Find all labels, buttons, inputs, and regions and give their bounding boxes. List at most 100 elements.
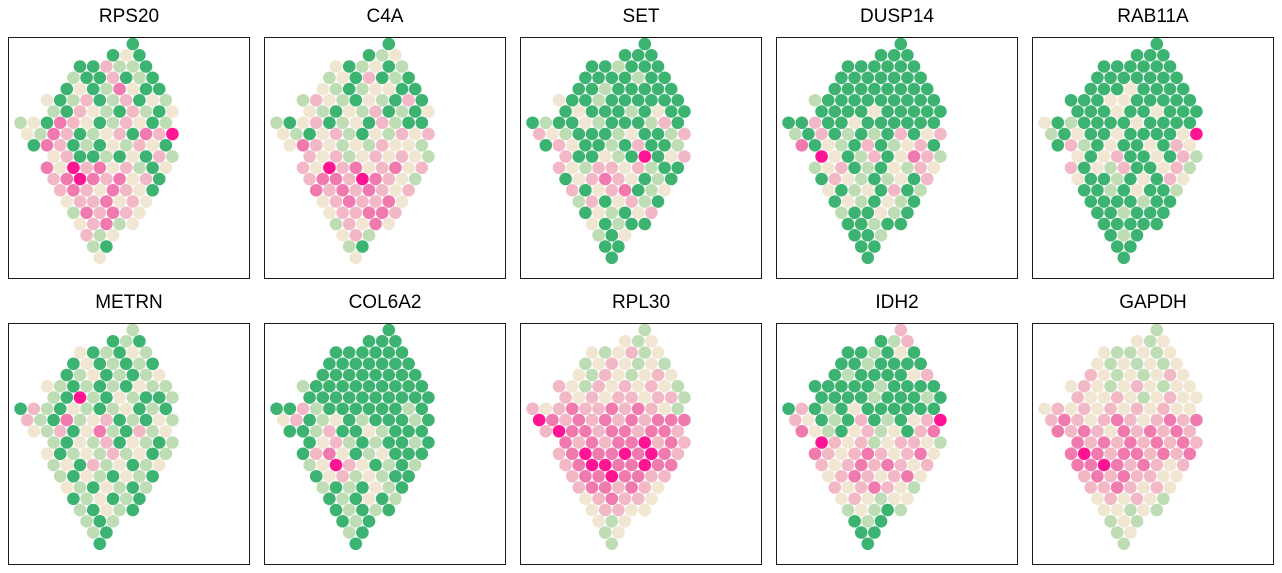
spot [1124,346,1137,359]
spot [1077,93,1091,107]
spot [329,217,343,231]
spot [362,93,376,107]
spot [887,161,901,175]
spot [139,195,153,208]
spot [106,116,120,130]
spot [618,48,632,62]
spot [1104,402,1117,416]
spot [1110,105,1124,118]
spot [854,60,868,73]
spot [146,161,159,175]
spot [1176,436,1190,449]
spot [605,357,619,371]
spot [631,379,645,393]
spot [651,391,665,404]
spot [1170,379,1183,393]
spot [133,183,146,197]
spot [1058,127,1071,141]
spot [1163,172,1177,186]
spot [86,150,100,163]
spot [861,228,875,242]
spot [881,217,894,231]
spot [612,391,625,404]
spot [645,138,658,152]
spot [1071,150,1084,163]
spot [329,105,343,118]
spot [631,334,645,348]
spot [618,424,632,438]
spot [658,183,671,197]
spot [1143,71,1157,85]
spot [86,105,100,118]
spot [579,116,592,130]
spot [1097,217,1111,231]
spot [1163,391,1177,404]
spot [901,357,914,371]
spot [1091,492,1104,506]
spot [166,127,179,141]
spot [80,357,93,371]
spot [848,183,861,197]
spot [369,127,382,141]
spot [329,60,343,73]
spot [139,413,153,427]
spot [579,447,592,461]
spot [1117,469,1131,483]
spot [625,413,638,427]
spot [342,346,356,359]
spot [309,93,323,107]
spot [868,150,881,163]
spot [47,105,60,118]
spot [678,413,691,427]
spot [316,391,330,404]
spot [861,469,875,483]
spot [808,402,822,416]
spot [887,206,901,220]
spot [598,368,612,382]
spot [868,346,881,359]
spot [80,492,93,506]
spot [579,492,592,506]
spot [349,93,363,107]
spot [868,481,881,494]
spot [93,537,107,551]
panel-rps20: RPS20 [8,0,250,286]
spot [920,368,934,382]
spot [100,150,113,163]
spot [323,379,336,393]
spot [422,413,435,427]
spot [139,150,153,163]
spot [828,436,842,449]
spot [1077,447,1091,461]
spot [618,514,632,528]
spot [329,195,343,208]
spot [126,217,140,231]
spot [86,458,100,472]
spot [146,183,159,197]
spot [1176,413,1190,427]
spot [1157,379,1170,393]
spot [415,402,429,416]
spot [336,469,349,483]
spot [113,217,126,231]
panel-plot-area [520,323,762,565]
spot [1097,346,1111,359]
spot [1143,48,1157,62]
spot [133,424,146,438]
spot [1163,458,1177,472]
spot [349,228,363,242]
panel-title: IDH2 [875,292,919,313]
spot [598,60,612,73]
spot [901,138,914,152]
spot [907,481,921,494]
spot [874,161,888,175]
spot [612,436,625,449]
spot [881,105,894,118]
spot [625,346,638,359]
spot [828,413,842,427]
spot [47,458,60,472]
spot [93,116,107,130]
spot [342,60,356,73]
spot [106,93,120,107]
spot [1124,195,1137,208]
